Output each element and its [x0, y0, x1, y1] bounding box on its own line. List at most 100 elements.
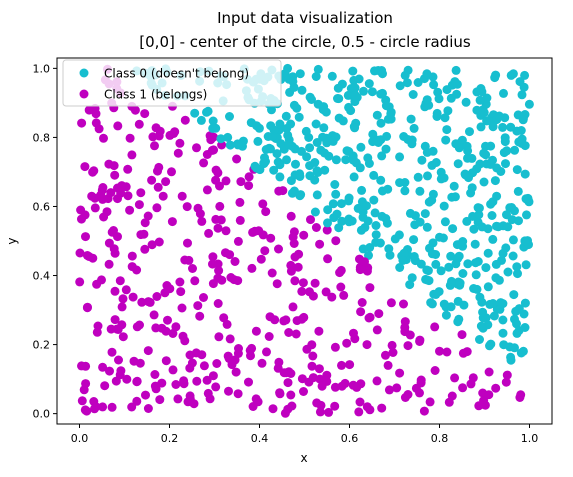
- point-class-1: [143, 404, 153, 413]
- point-class-1: [77, 396, 87, 406]
- point-class-0: [450, 192, 460, 202]
- legend-label-class-1: Class 1 (belongs): [104, 88, 207, 102]
- point-class-1: [294, 249, 304, 259]
- point-class-0: [310, 207, 320, 217]
- point-class-0: [415, 217, 425, 227]
- point-class-0: [520, 70, 530, 80]
- point-class-1: [405, 330, 415, 340]
- point-class-0: [196, 115, 206, 125]
- point-class-0: [520, 236, 530, 246]
- point-class-0: [291, 159, 300, 169]
- point-class-1: [284, 328, 294, 337]
- point-class-0: [359, 86, 368, 96]
- point-class-1: [152, 292, 162, 301]
- point-class-1: [450, 373, 460, 383]
- point-class-1: [262, 347, 271, 357]
- point-class-1: [88, 167, 98, 177]
- point-class-0: [467, 183, 477, 193]
- point-class-0: [341, 155, 351, 165]
- point-class-1: [136, 230, 146, 240]
- point-class-1: [337, 360, 346, 370]
- point-class-0: [319, 123, 329, 133]
- point-class-1: [322, 225, 332, 235]
- point-class-1: [288, 302, 298, 312]
- point-class-1: [177, 191, 187, 201]
- point-class-0: [498, 299, 508, 309]
- point-class-0: [383, 184, 393, 194]
- point-class-1: [215, 181, 224, 191]
- x-tick-label: 0.4: [251, 432, 269, 445]
- point-class-1: [314, 364, 324, 374]
- point-class-1: [260, 246, 270, 256]
- point-class-1: [205, 131, 215, 141]
- point-class-0: [332, 209, 342, 219]
- point-class-0: [233, 140, 243, 150]
- point-class-0: [376, 135, 386, 145]
- point-class-1: [213, 168, 223, 178]
- point-class-1: [123, 191, 133, 201]
- point-class-0: [400, 186, 410, 196]
- point-class-1: [516, 390, 526, 400]
- point-class-1: [100, 381, 110, 391]
- point-class-0: [512, 165, 522, 175]
- point-class-0: [451, 259, 461, 269]
- point-class-1: [161, 356, 171, 366]
- point-class-0: [259, 158, 269, 168]
- point-class-0: [287, 188, 297, 198]
- point-class-1: [304, 377, 314, 387]
- point-class-0: [406, 114, 416, 124]
- point-class-0: [409, 123, 419, 133]
- x-axis-label: x: [300, 451, 307, 465]
- point-class-1: [151, 123, 161, 133]
- point-class-0: [524, 99, 534, 109]
- point-class-1: [176, 287, 186, 297]
- point-class-1: [345, 360, 355, 370]
- point-class-1: [458, 348, 468, 358]
- point-class-0: [475, 335, 484, 344]
- point-class-0: [376, 118, 386, 128]
- point-class-0: [482, 116, 492, 126]
- legend-marker-class-1: [79, 89, 89, 99]
- point-class-0: [409, 252, 419, 261]
- point-class-1: [261, 207, 271, 217]
- point-class-1: [286, 260, 296, 270]
- point-class-1: [355, 265, 365, 275]
- point-class-1: [91, 118, 101, 128]
- point-class-1: [127, 262, 137, 272]
- point-class-1: [221, 176, 231, 186]
- point-class-1: [231, 367, 241, 377]
- point-class-1: [387, 340, 397, 350]
- point-class-0: [402, 78, 412, 88]
- point-class-0: [333, 83, 343, 93]
- point-class-0: [501, 159, 510, 169]
- point-class-1: [177, 303, 187, 313]
- point-class-0: [334, 113, 344, 123]
- point-class-0: [510, 145, 520, 155]
- point-class-0: [521, 260, 531, 270]
- point-class-0: [491, 70, 501, 80]
- point-class-0: [295, 191, 305, 201]
- point-class-1: [244, 181, 254, 191]
- point-class-0: [503, 222, 513, 232]
- point-class-1: [110, 286, 120, 296]
- point-class-1: [203, 388, 213, 398]
- point-class-1: [342, 338, 352, 348]
- point-class-0: [347, 216, 357, 226]
- y-tick-label: 0.4: [33, 270, 51, 283]
- point-class-1: [266, 233, 276, 243]
- point-class-1: [442, 347, 452, 357]
- point-class-0: [410, 211, 420, 221]
- point-class-1: [143, 346, 153, 356]
- point-class-1: [199, 361, 209, 371]
- point-class-0: [472, 284, 482, 294]
- point-class-1: [323, 254, 333, 264]
- point-class-0: [428, 146, 438, 156]
- point-class-0: [395, 152, 405, 162]
- point-class-1: [132, 396, 142, 406]
- point-class-1: [202, 185, 212, 195]
- y-tick-label: 0.2: [33, 339, 51, 352]
- point-class-1: [355, 397, 365, 407]
- point-class-1: [147, 240, 157, 250]
- point-class-1: [190, 276, 200, 286]
